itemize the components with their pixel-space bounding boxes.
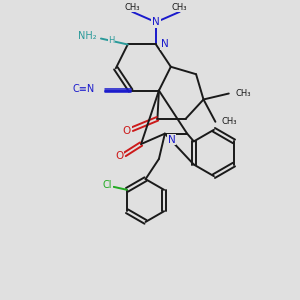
- Text: O: O: [115, 151, 124, 161]
- Text: N: N: [161, 40, 169, 50]
- Text: H: H: [108, 35, 115, 44]
- Text: N: N: [168, 135, 176, 145]
- Text: N: N: [152, 17, 160, 27]
- Text: CH₃: CH₃: [124, 3, 140, 12]
- Text: CH₃: CH₃: [235, 89, 251, 98]
- Text: CH₃: CH₃: [222, 117, 237, 126]
- Text: C≡N: C≡N: [73, 84, 95, 94]
- Text: O: O: [123, 126, 131, 136]
- Text: CH₃: CH₃: [172, 3, 188, 12]
- Text: NH₂: NH₂: [78, 31, 97, 40]
- Text: Cl: Cl: [102, 180, 112, 190]
